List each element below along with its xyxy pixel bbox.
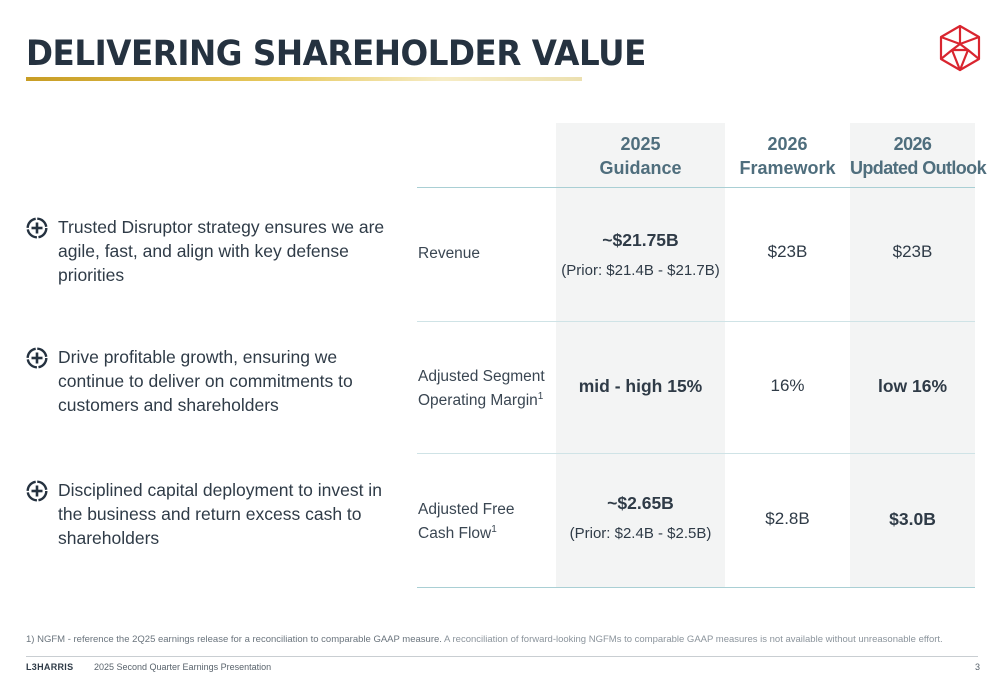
revenue-framework-cell: $23B: [767, 242, 808, 261]
column-header-2025-guidance: 2025 Guidance: [599, 134, 682, 178]
revenue-outlook-cell: $23B: [892, 242, 933, 261]
row-label-adjusted-segment-operating-margin: Adjusted Segment Operating Margin1: [418, 368, 545, 410]
bullet-item: Drive profitable growth, ensuring we con…: [26, 345, 386, 417]
guidance-column-shade: [556, 123, 725, 588]
fcf-outlook-cell: $3.0B: [889, 509, 936, 529]
margin-outlook-cell: low 16%: [877, 376, 948, 396]
revenue-guidance-cell: ~$21.75B (Prior: $21.4B - $21.7B): [561, 230, 720, 279]
footer-presentation-title: 2025 Second Quarter Earnings Presentatio…: [94, 662, 272, 672]
column-header-2026-framework: 2026 Framework: [739, 134, 836, 178]
column-header-2026-updated-outlook: 2026 Updated Outlook: [850, 134, 987, 178]
bullet-text: Trusted Disruptor strategy ensures we ar…: [58, 217, 385, 285]
table-row-divider: [417, 321, 975, 322]
row-label-adjusted-free-cash-flow: Adjusted Free Cash Flow1: [418, 501, 515, 543]
fcf-guidance-cell: ~$2.65B (Prior: $2.4B - $2.5B): [569, 493, 712, 542]
page-number: 3: [974, 662, 980, 672]
title-underline: [26, 77, 582, 81]
table-bottom-divider: [417, 587, 975, 588]
bullet-text: Disciplined capital deployment to invest…: [58, 480, 382, 548]
table-row-divider: [417, 453, 975, 454]
plus-circle-icon: [26, 480, 48, 502]
page-title: DELIVERING SHAREHOLDER VALUE: [26, 34, 646, 74]
footer-brand: L3HARRIS: [26, 662, 74, 672]
bullet-item: Trusted Disruptor strategy ensures we ar…: [26, 215, 386, 287]
bullet-item: Disciplined capital deployment to invest…: [26, 478, 386, 550]
outlook-column-shade: [850, 123, 975, 588]
footnote: 1) NGFM - reference the 2Q25 earnings re…: [26, 634, 943, 645]
l3harris-logo-icon: [939, 24, 981, 72]
fcf-framework-cell: $2.8B: [765, 509, 810, 528]
margin-guidance-cell: mid - high 15%: [578, 376, 703, 396]
bullet-text: Drive profitable growth, ensuring we con…: [58, 347, 353, 415]
margin-framework-cell: 16%: [770, 376, 805, 395]
row-label-revenue: Revenue: [418, 245, 481, 262]
footer-divider: [26, 656, 978, 657]
plus-circle-icon: [26, 217, 48, 239]
table-header-divider: [417, 187, 975, 188]
plus-circle-icon: [26, 347, 48, 369]
